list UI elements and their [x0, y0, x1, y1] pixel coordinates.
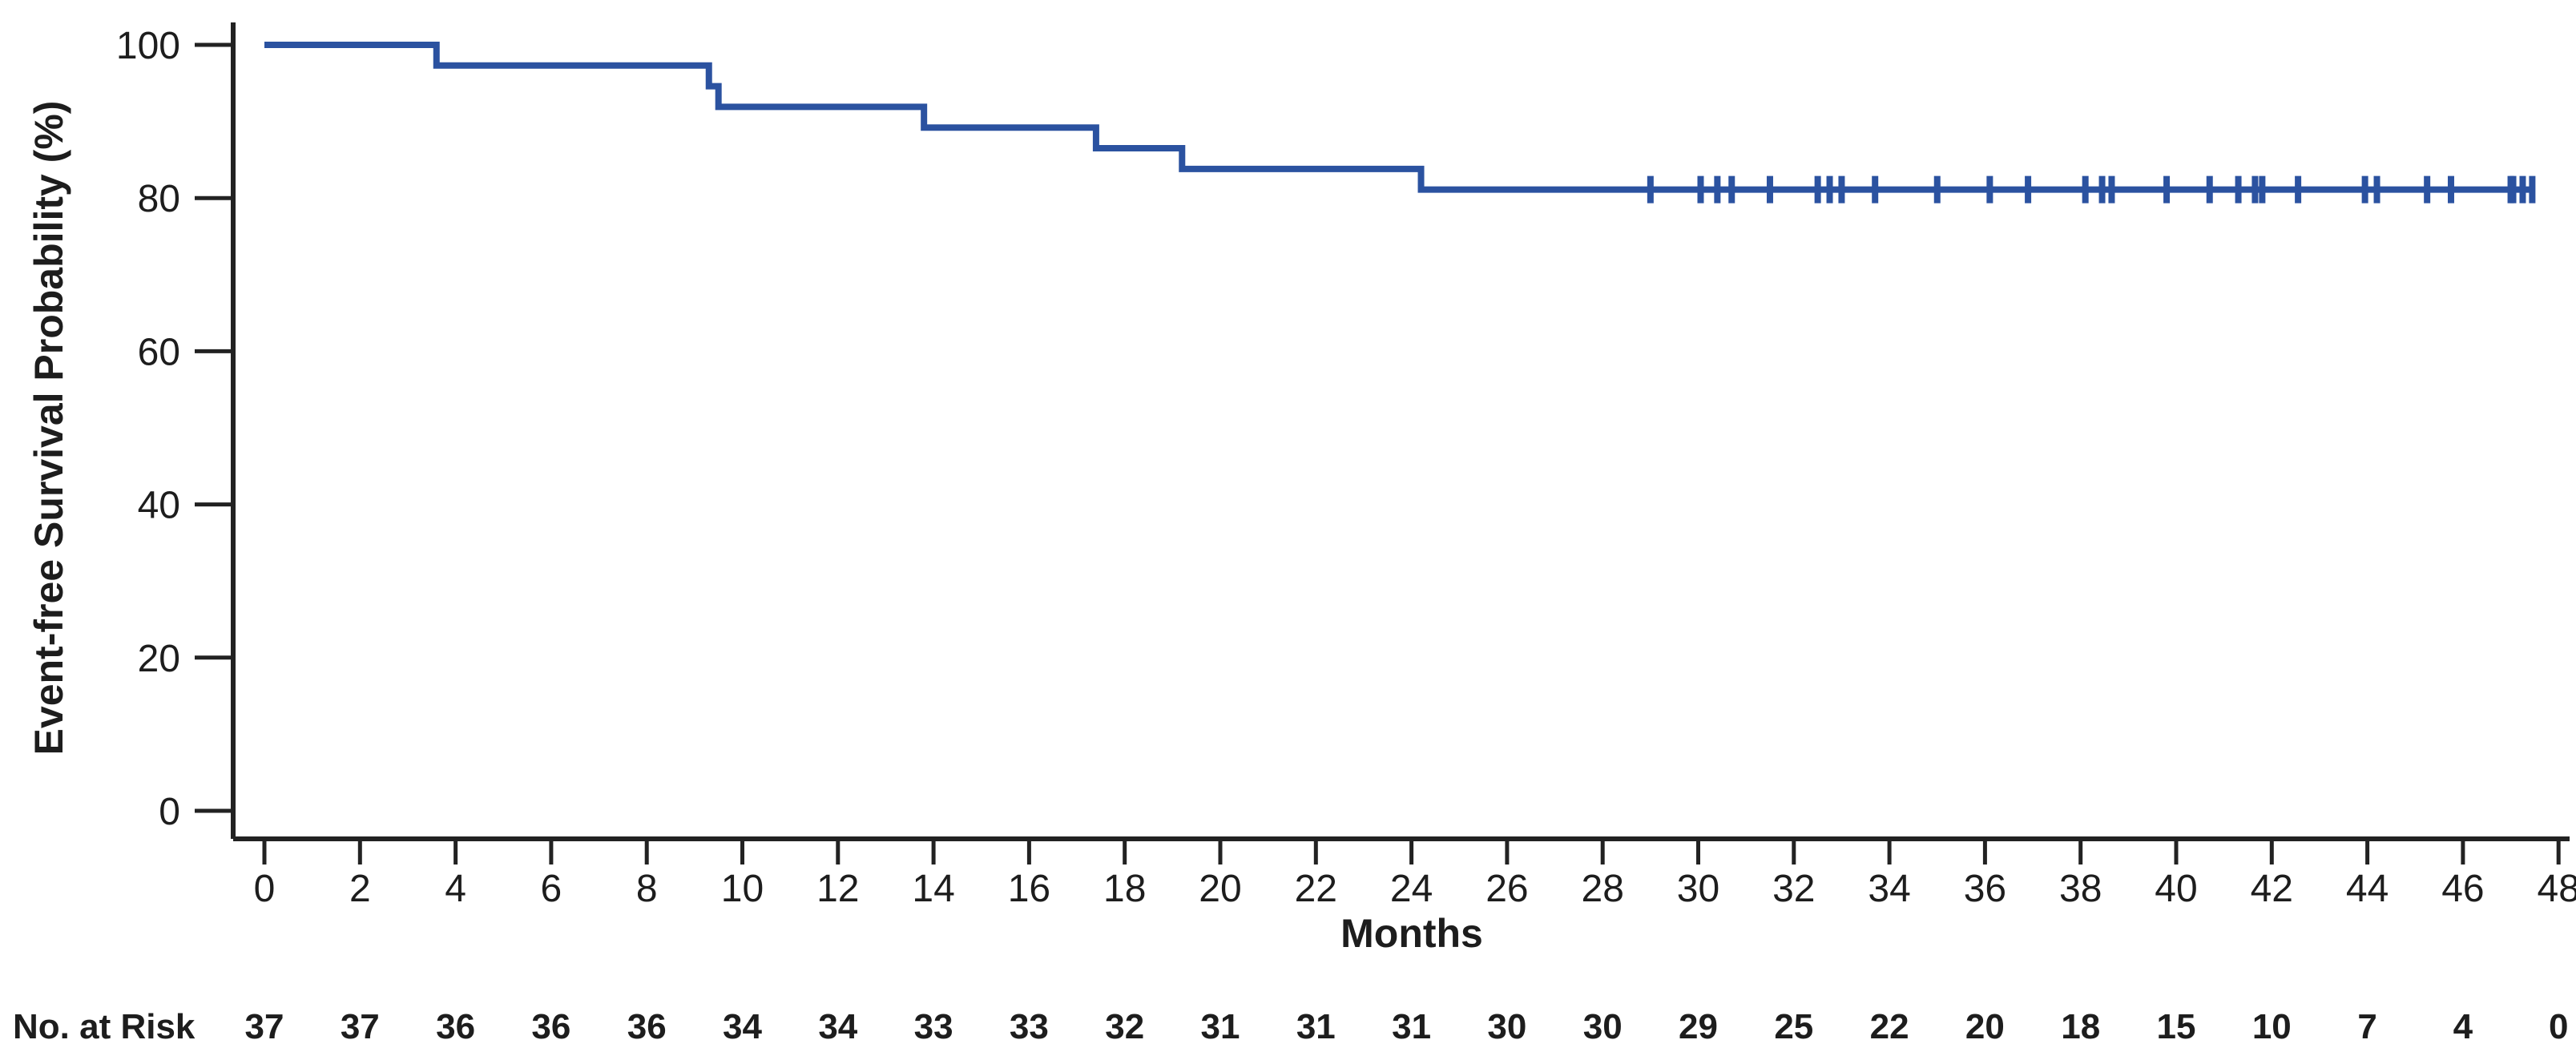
x-tick-label: 28	[1582, 868, 1624, 910]
km-step-line	[264, 42, 2535, 193]
y-axis-title: Event-free Survival Probability (%)	[26, 101, 71, 756]
at-risk-count: 32	[1105, 1007, 1144, 1046]
at-risk-count: 36	[436, 1007, 475, 1046]
at-risk-label: No. at Risk	[13, 1007, 196, 1046]
x-tick-label: 16	[1008, 868, 1050, 910]
x-tick-label: 22	[1295, 868, 1337, 910]
at-risk-count: 34	[818, 1007, 857, 1046]
at-risk-table: No. at Risk 37 37 36 36 36 34 34 33 33 32 31 31 31 30…	[13, 1007, 2568, 1046]
x-tick-label: 40	[2155, 868, 2197, 910]
at-risk-count: 33	[914, 1007, 953, 1046]
at-risk-count: 33	[1010, 1007, 1049, 1046]
x-tick-label: 34	[1868, 868, 1910, 910]
survival-curve	[264, 42, 2535, 193]
at-risk-count: 10	[2252, 1007, 2292, 1046]
x-tick-label: 42	[2251, 868, 2293, 910]
x-tick-label: 36	[1964, 868, 2006, 910]
at-risk-count: 22	[1870, 1007, 1909, 1046]
at-risk-count: 25	[1774, 1007, 1813, 1046]
at-risk-count: 36	[531, 1007, 570, 1046]
at-risk-count: 15	[2157, 1007, 2196, 1046]
x-tick-label: 26	[1486, 868, 1528, 910]
at-risk-count: 30	[1487, 1007, 1526, 1046]
x-tick-label: 2	[349, 868, 371, 910]
y-tick-label: 100	[116, 25, 180, 67]
x-tick-label: 30	[1677, 868, 1719, 910]
at-risk-count: 29	[1679, 1007, 1718, 1046]
y-tick-label: 20	[138, 638, 180, 680]
y-tick-label: 0	[159, 791, 180, 833]
at-risk-count: 31	[1296, 1007, 1336, 1046]
x-tick-label: 20	[1199, 868, 1241, 910]
x-tick-label: 6	[541, 868, 562, 910]
x-tick-label: 44	[2346, 868, 2389, 910]
at-risk-count: 7	[2357, 1007, 2376, 1046]
x-tick-label: 8	[636, 868, 658, 910]
x-tick-label: 0	[254, 868, 276, 910]
x-tick-label: 46	[2441, 868, 2484, 910]
censor-marks	[1647, 175, 2536, 204]
x-tick-label: 18	[1103, 868, 1146, 910]
x-tick-label: 14	[912, 868, 954, 910]
at-risk-count: 37	[245, 1007, 284, 1046]
x-tick-label: 48	[2538, 868, 2576, 910]
x-tick-label: 38	[2059, 868, 2102, 910]
y-tick-label: 60	[138, 331, 180, 373]
at-risk-count: 34	[723, 1007, 762, 1046]
at-risk-count: 36	[627, 1007, 667, 1046]
x-tick-label: 4	[445, 868, 466, 910]
at-risk-count: 4	[2453, 1007, 2473, 1046]
x-tick-label: 32	[1772, 868, 1815, 910]
at-risk-count: 0	[2549, 1007, 2568, 1046]
at-risk-count: 20	[1965, 1007, 2005, 1046]
at-risk-count: 37	[341, 1007, 380, 1046]
at-risk-count: 31	[1392, 1007, 1431, 1046]
x-tick-label: 12	[816, 868, 859, 910]
x-axis-title: Months	[1340, 911, 1483, 956]
x-tick-label: 24	[1390, 868, 1433, 910]
x-tick-label: 10	[721, 868, 764, 910]
y-tick-label: 80	[138, 178, 180, 220]
at-risk-count: 31	[1201, 1007, 1240, 1046]
at-risk-count: 18	[2061, 1007, 2100, 1046]
at-risk-count: 30	[1583, 1007, 1623, 1046]
y-tick-label: 40	[138, 485, 180, 527]
